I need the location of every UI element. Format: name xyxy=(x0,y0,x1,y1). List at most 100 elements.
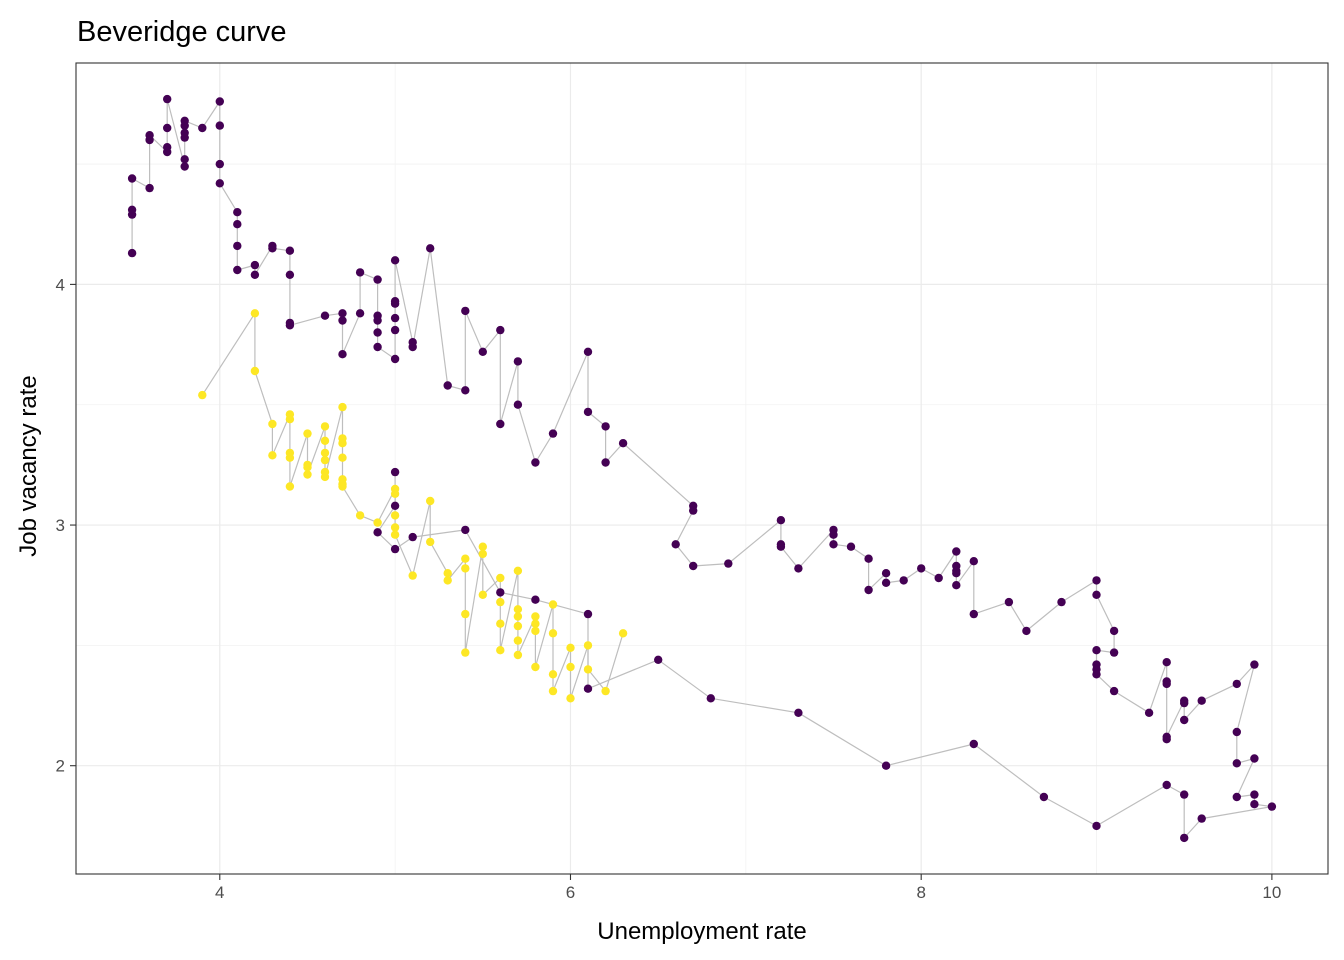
data-point xyxy=(390,489,400,498)
data-point xyxy=(215,179,224,188)
data-point xyxy=(934,573,943,583)
data-point xyxy=(1109,686,1119,696)
data-point xyxy=(583,347,593,356)
data-point xyxy=(1180,790,1189,799)
data-point xyxy=(443,576,452,585)
data-point xyxy=(285,321,295,330)
data-point xyxy=(513,650,523,660)
data-point xyxy=(320,472,330,482)
data-point xyxy=(233,241,242,251)
data-point xyxy=(285,482,295,491)
data-point xyxy=(1109,626,1119,636)
data-point xyxy=(320,448,330,458)
data-point xyxy=(355,309,365,318)
data-point xyxy=(864,585,873,595)
panel-border xyxy=(75,62,1329,875)
data-point xyxy=(1250,800,1259,809)
data-point xyxy=(355,511,365,520)
data-point xyxy=(338,316,347,325)
data-point xyxy=(548,429,558,438)
data-point xyxy=(513,621,523,631)
data-point xyxy=(1162,679,1171,689)
data-point xyxy=(917,564,926,573)
data-point xyxy=(496,419,505,429)
data-point xyxy=(373,275,382,284)
data-point xyxy=(390,511,400,520)
data-point xyxy=(478,542,487,551)
data-point xyxy=(513,612,523,621)
data-point xyxy=(320,436,330,445)
data-point xyxy=(689,506,698,515)
data-point xyxy=(461,525,470,535)
data-point xyxy=(794,708,803,717)
data-point xyxy=(426,537,435,547)
data-point xyxy=(198,390,207,400)
data-point xyxy=(969,739,978,749)
data-point xyxy=(548,670,558,679)
data-point xyxy=(1232,759,1242,768)
data-point xyxy=(513,605,523,614)
data-point xyxy=(583,665,593,674)
data-point xyxy=(618,629,628,638)
data-point xyxy=(1109,648,1119,657)
data-point xyxy=(846,542,856,551)
data-point xyxy=(443,381,452,390)
data-point xyxy=(1250,790,1259,799)
data-point xyxy=(969,609,978,619)
chart-title: Beveridge curve xyxy=(77,16,287,48)
data-point xyxy=(601,422,610,431)
x-tick-label: 4 xyxy=(215,883,224,902)
data-point xyxy=(461,306,470,316)
data-point xyxy=(618,439,628,448)
data-point xyxy=(548,629,558,638)
data-point xyxy=(390,297,400,306)
data-point xyxy=(583,641,593,650)
data-point xyxy=(355,268,365,277)
data-point xyxy=(969,557,978,566)
data-point xyxy=(250,309,260,318)
data-point xyxy=(338,439,347,448)
data-point xyxy=(513,357,523,366)
data-point xyxy=(163,94,172,104)
data-point xyxy=(268,244,277,253)
data-point xyxy=(478,590,487,599)
series-connector-line xyxy=(131,98,1273,839)
data-point xyxy=(163,123,172,133)
data-point xyxy=(443,569,452,578)
data-point xyxy=(881,578,891,587)
data-point xyxy=(1180,715,1189,725)
data-point xyxy=(461,564,470,573)
data-point xyxy=(1092,646,1101,655)
data-point xyxy=(1092,590,1101,599)
data-point xyxy=(250,366,260,376)
data-point xyxy=(496,619,505,628)
data-point xyxy=(426,496,435,506)
data-point xyxy=(1022,626,1031,636)
data-point xyxy=(531,619,540,628)
data-point xyxy=(496,325,505,335)
data-point xyxy=(478,549,487,559)
data-point xyxy=(952,547,961,556)
data-point xyxy=(689,561,698,571)
y-axis-title: Job vacancy rate xyxy=(15,375,42,556)
data-point xyxy=(881,761,891,770)
data-point xyxy=(180,162,189,171)
data-point xyxy=(864,554,873,563)
data-point xyxy=(654,655,663,664)
data-point xyxy=(180,116,189,126)
data-point xyxy=(268,451,277,460)
data-point xyxy=(233,208,242,217)
data-point xyxy=(513,566,523,575)
data-point xyxy=(320,455,330,465)
data-point xyxy=(601,686,610,696)
data-point xyxy=(390,523,400,532)
data-point xyxy=(145,131,154,140)
data-point xyxy=(373,342,382,352)
data-point xyxy=(390,544,400,554)
data-point xyxy=(548,600,558,609)
data-point xyxy=(426,244,435,253)
data-point xyxy=(461,609,470,619)
data-point xyxy=(373,328,382,337)
data-point xyxy=(408,342,417,352)
data-point xyxy=(215,159,224,169)
